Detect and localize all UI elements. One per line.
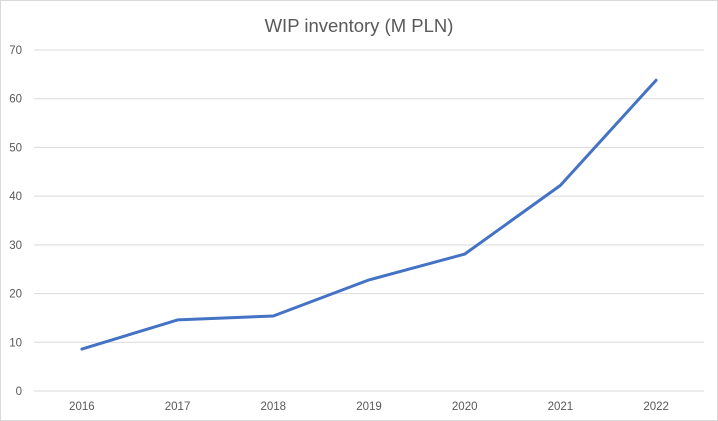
y-axis-tick-labels: 0 10 20 30 40 50 60 70 xyxy=(9,45,22,398)
chart-title: WIP inventory (M PLN) xyxy=(265,15,454,36)
y-tick-label: 30 xyxy=(9,240,22,252)
y-tick-label: 10 xyxy=(9,337,22,349)
y-tick-label: 40 xyxy=(9,191,22,203)
series-line-0 xyxy=(80,78,658,351)
x-axis-tick-labels: 2016 2017 2018 2019 2020 2021 2022 xyxy=(69,401,669,413)
x-tick-label: 2022 xyxy=(643,401,669,413)
series-group xyxy=(80,78,658,351)
x-tick-label: 2016 xyxy=(69,401,95,413)
x-tick-label: 2020 xyxy=(452,401,478,413)
y-tick-label: 50 xyxy=(9,142,22,154)
y-tick-label: 60 xyxy=(9,94,22,106)
x-tick-label: 2018 xyxy=(260,401,286,413)
x-tick-label: 2021 xyxy=(548,401,574,413)
x-tick-label: 2019 xyxy=(356,401,382,413)
gridlines xyxy=(34,49,704,392)
y-tick-label: 20 xyxy=(9,289,22,301)
y-tick-label: 0 xyxy=(16,386,22,398)
y-tick-label: 70 xyxy=(9,45,22,57)
x-tick-label: 2017 xyxy=(165,401,191,413)
